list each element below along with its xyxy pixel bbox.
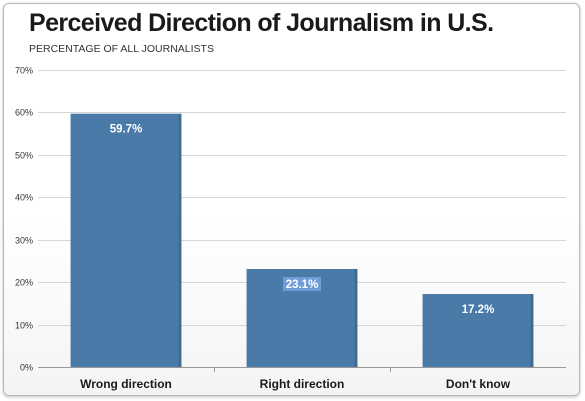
data-label: 59.7% bbox=[110, 124, 143, 136]
y-tick-label: 0% bbox=[20, 363, 33, 373]
labels: 59.7% Wrong direction 23.1% Right direction… bbox=[80, 124, 511, 391]
bar-shade bbox=[354, 268, 358, 367]
y-tick-label: 30% bbox=[15, 236, 33, 246]
category-label: Wrong direction bbox=[80, 377, 172, 391]
y-axis: 0% 10% 20% 30% 40% 50% 60% 70% bbox=[15, 66, 391, 373]
y-tick-label: 60% bbox=[15, 108, 33, 118]
y-tick-label: 50% bbox=[15, 151, 33, 161]
category-label: Right direction bbox=[260, 377, 345, 391]
bar-shade bbox=[178, 113, 182, 367]
bar bbox=[422, 294, 534, 367]
data-label: 17.2% bbox=[462, 304, 495, 316]
data-label: 23.1% bbox=[286, 279, 319, 291]
y-tick-label: 70% bbox=[15, 66, 33, 76]
bar bbox=[70, 113, 182, 367]
chart-subtitle: PERCENTAGE OF ALL JOURNALISTS bbox=[29, 43, 214, 55]
y-tick-label: 40% bbox=[15, 193, 33, 203]
chart-title: Perceived Direction of Journalism in U.S… bbox=[29, 9, 494, 37]
y-tick-label: 20% bbox=[15, 278, 33, 288]
category-label: Don't know bbox=[446, 377, 511, 391]
y-tick-label: 10% bbox=[15, 321, 33, 331]
bar-shade bbox=[530, 294, 534, 367]
data-label-highlight bbox=[283, 276, 321, 291]
